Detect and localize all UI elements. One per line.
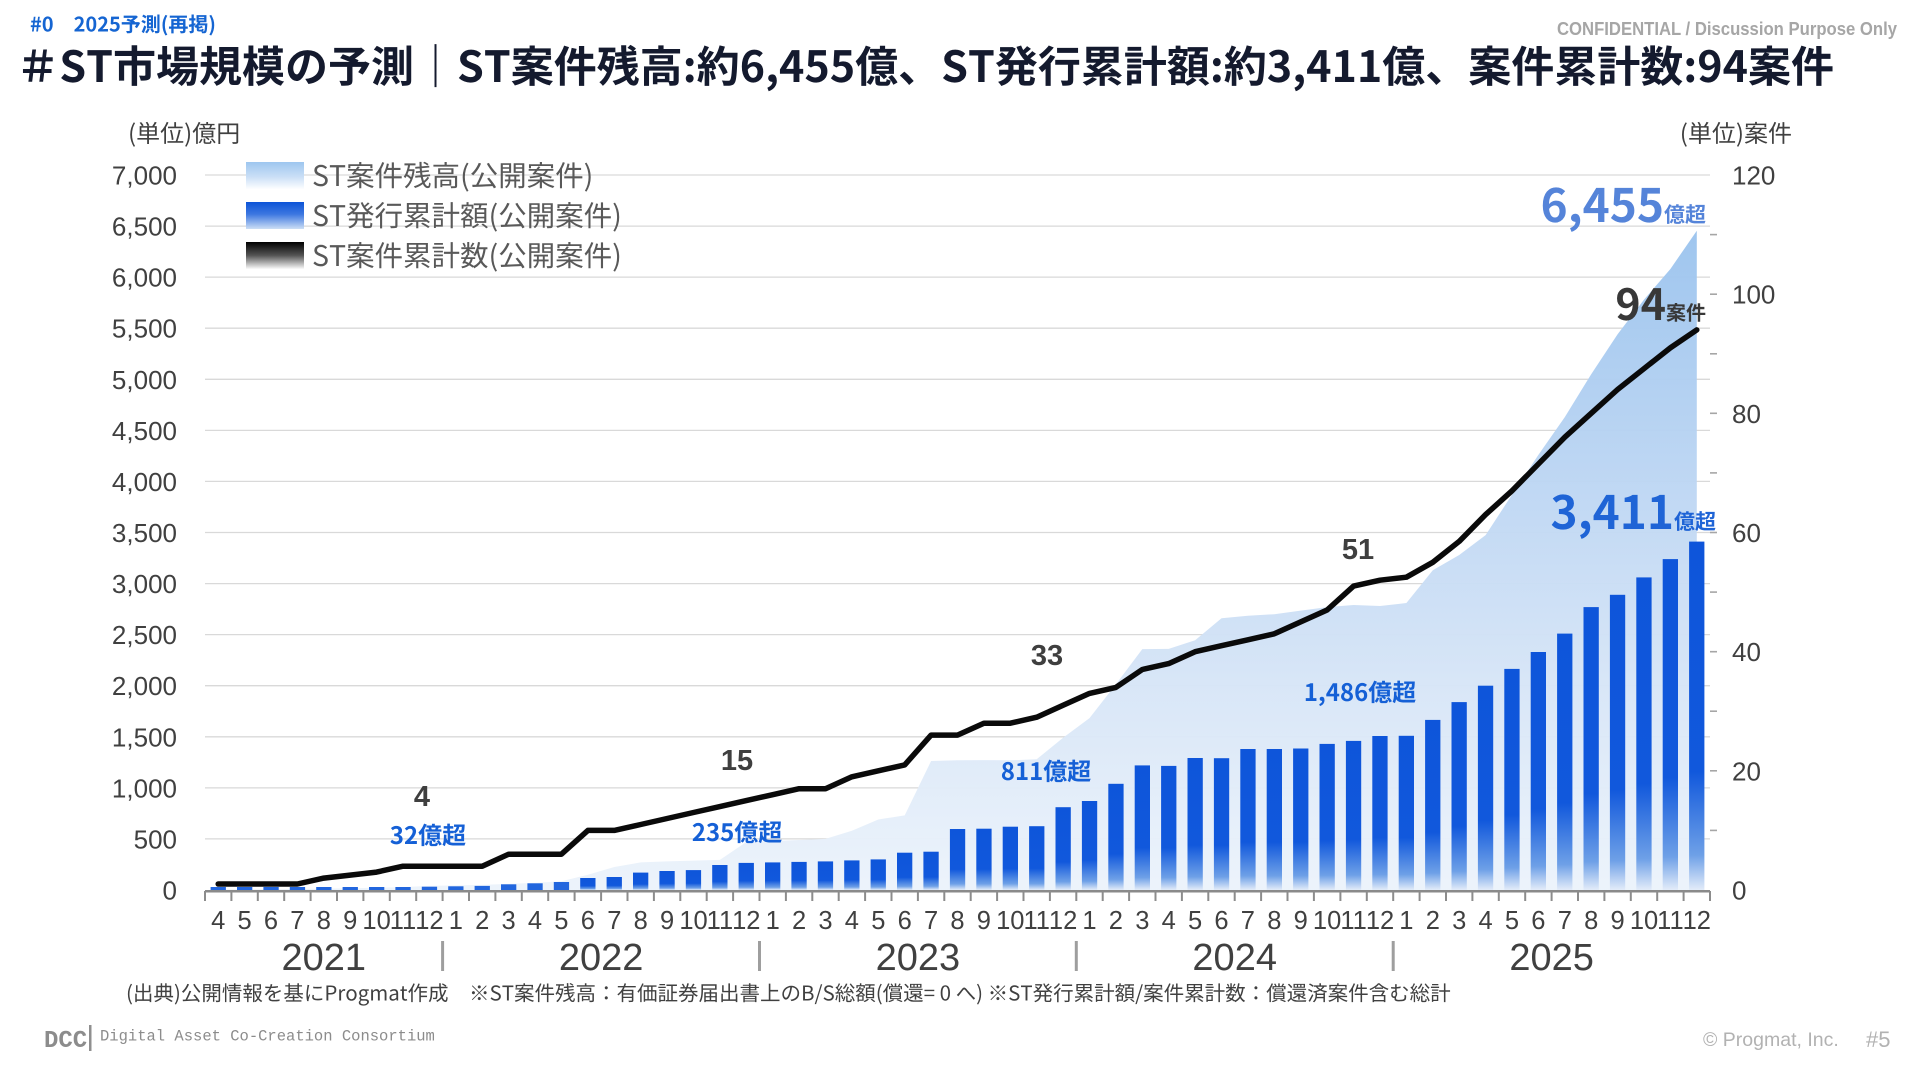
svg-text:4,000: 4,000 <box>112 467 177 497</box>
svg-text:15: 15 <box>721 745 753 777</box>
svg-text:3: 3 <box>1135 907 1149 935</box>
svg-text:1: 1 <box>1399 907 1413 935</box>
svg-text:3: 3 <box>1452 907 1466 935</box>
svg-text:6,500: 6,500 <box>112 212 177 242</box>
svg-text:6: 6 <box>1214 907 1228 935</box>
svg-text:4: 4 <box>1162 907 1176 935</box>
svg-text:11: 11 <box>1657 907 1683 935</box>
svg-text:2025: 2025 <box>1509 937 1594 979</box>
svg-text:10: 10 <box>1630 907 1658 935</box>
svg-text:6: 6 <box>898 907 912 935</box>
svg-text:2: 2 <box>1109 907 1123 935</box>
svg-text:2,000: 2,000 <box>112 671 177 701</box>
svg-text:5: 5 <box>1505 907 1519 935</box>
svg-text:7,000: 7,000 <box>112 161 177 191</box>
svg-text:12: 12 <box>1049 907 1077 935</box>
svg-text:0: 0 <box>163 876 177 906</box>
svg-text:2: 2 <box>475 907 489 935</box>
svg-text:9: 9 <box>660 907 674 935</box>
svg-text:8: 8 <box>634 907 648 935</box>
svg-text:2: 2 <box>1426 907 1440 935</box>
svg-text:7: 7 <box>1558 907 1572 935</box>
svg-text:4: 4 <box>1479 907 1493 935</box>
svg-text:1: 1 <box>449 907 463 935</box>
svg-text:#5: #5 <box>1866 1027 1890 1052</box>
svg-text:7: 7 <box>607 907 621 935</box>
svg-text:2024: 2024 <box>1192 937 1277 979</box>
svg-text:1,500: 1,500 <box>112 722 177 752</box>
svg-text:1,000: 1,000 <box>112 773 177 803</box>
svg-text:11: 11 <box>707 907 733 935</box>
svg-text:9: 9 <box>1611 907 1625 935</box>
svg-text:7: 7 <box>924 907 938 935</box>
svg-text:120: 120 <box>1732 161 1775 191</box>
svg-text:11: 11 <box>1340 907 1366 935</box>
svg-text:12: 12 <box>1683 907 1711 935</box>
svg-text:8: 8 <box>1267 907 1281 935</box>
svg-text:3,500: 3,500 <box>112 518 177 548</box>
svg-text:40: 40 <box>1732 637 1761 667</box>
svg-text:12: 12 <box>1366 907 1394 935</box>
svg-text:11: 11 <box>1023 907 1049 935</box>
svg-text:20: 20 <box>1732 756 1761 786</box>
svg-text:Digital Asset Co-Creation Cons: Digital Asset Co-Creation Consortium <box>100 1028 435 1046</box>
svg-text:10: 10 <box>362 907 390 935</box>
svg-text:6: 6 <box>1531 907 1545 935</box>
svg-text:© Progmat, Inc.: © Progmat, Inc. <box>1703 1029 1839 1051</box>
svg-text:3,000: 3,000 <box>112 569 177 599</box>
svg-text:1: 1 <box>1082 907 1096 935</box>
svg-text:6: 6 <box>581 907 595 935</box>
svg-text:5: 5 <box>871 907 885 935</box>
svg-text:4: 4 <box>211 907 225 935</box>
svg-text:5: 5 <box>554 907 568 935</box>
svg-text:9: 9 <box>977 907 991 935</box>
svg-text:8: 8 <box>317 907 331 935</box>
svg-text:5: 5 <box>1188 907 1202 935</box>
svg-text:DCC: DCC <box>44 1028 87 1055</box>
svg-text:33: 33 <box>1031 640 1063 672</box>
svg-text:100: 100 <box>1732 280 1775 310</box>
svg-text:12: 12 <box>732 907 760 935</box>
svg-text:7: 7 <box>1241 907 1255 935</box>
svg-text:12: 12 <box>415 907 443 935</box>
svg-text:2021: 2021 <box>282 937 367 979</box>
svg-text:4: 4 <box>414 781 430 813</box>
svg-text:51: 51 <box>1342 534 1374 566</box>
svg-text:10: 10 <box>996 907 1024 935</box>
svg-text:4: 4 <box>845 907 859 935</box>
svg-text:2023: 2023 <box>876 937 961 979</box>
svg-text:5,000: 5,000 <box>112 365 177 395</box>
svg-text:10: 10 <box>1313 907 1341 935</box>
svg-text:6: 6 <box>264 907 278 935</box>
svg-text:7: 7 <box>290 907 304 935</box>
svg-text:6,000: 6,000 <box>112 263 177 293</box>
svg-text:2: 2 <box>792 907 806 935</box>
svg-text:11: 11 <box>390 907 416 935</box>
svg-text:3: 3 <box>818 907 832 935</box>
svg-text:8: 8 <box>1584 907 1598 935</box>
svg-text:10: 10 <box>679 907 707 935</box>
svg-text:4,500: 4,500 <box>112 416 177 446</box>
svg-text:0: 0 <box>1732 876 1746 906</box>
svg-text:9: 9 <box>1294 907 1308 935</box>
svg-text:5,500: 5,500 <box>112 314 177 344</box>
svg-text:80: 80 <box>1732 399 1761 429</box>
svg-text:500: 500 <box>134 824 177 854</box>
svg-text:2022: 2022 <box>559 937 644 979</box>
svg-text:60: 60 <box>1732 518 1761 548</box>
svg-text:4: 4 <box>528 907 542 935</box>
svg-text:1: 1 <box>766 907 780 935</box>
svg-text:3: 3 <box>502 907 516 935</box>
svg-text:5: 5 <box>238 907 252 935</box>
svg-text:CONFIDENTIAL / Discussion Purp: CONFIDENTIAL / Discussion Purpose Only <box>1557 18 1898 39</box>
svg-text:9: 9 <box>343 907 357 935</box>
svg-text:8: 8 <box>950 907 964 935</box>
svg-text:2,500: 2,500 <box>112 620 177 650</box>
